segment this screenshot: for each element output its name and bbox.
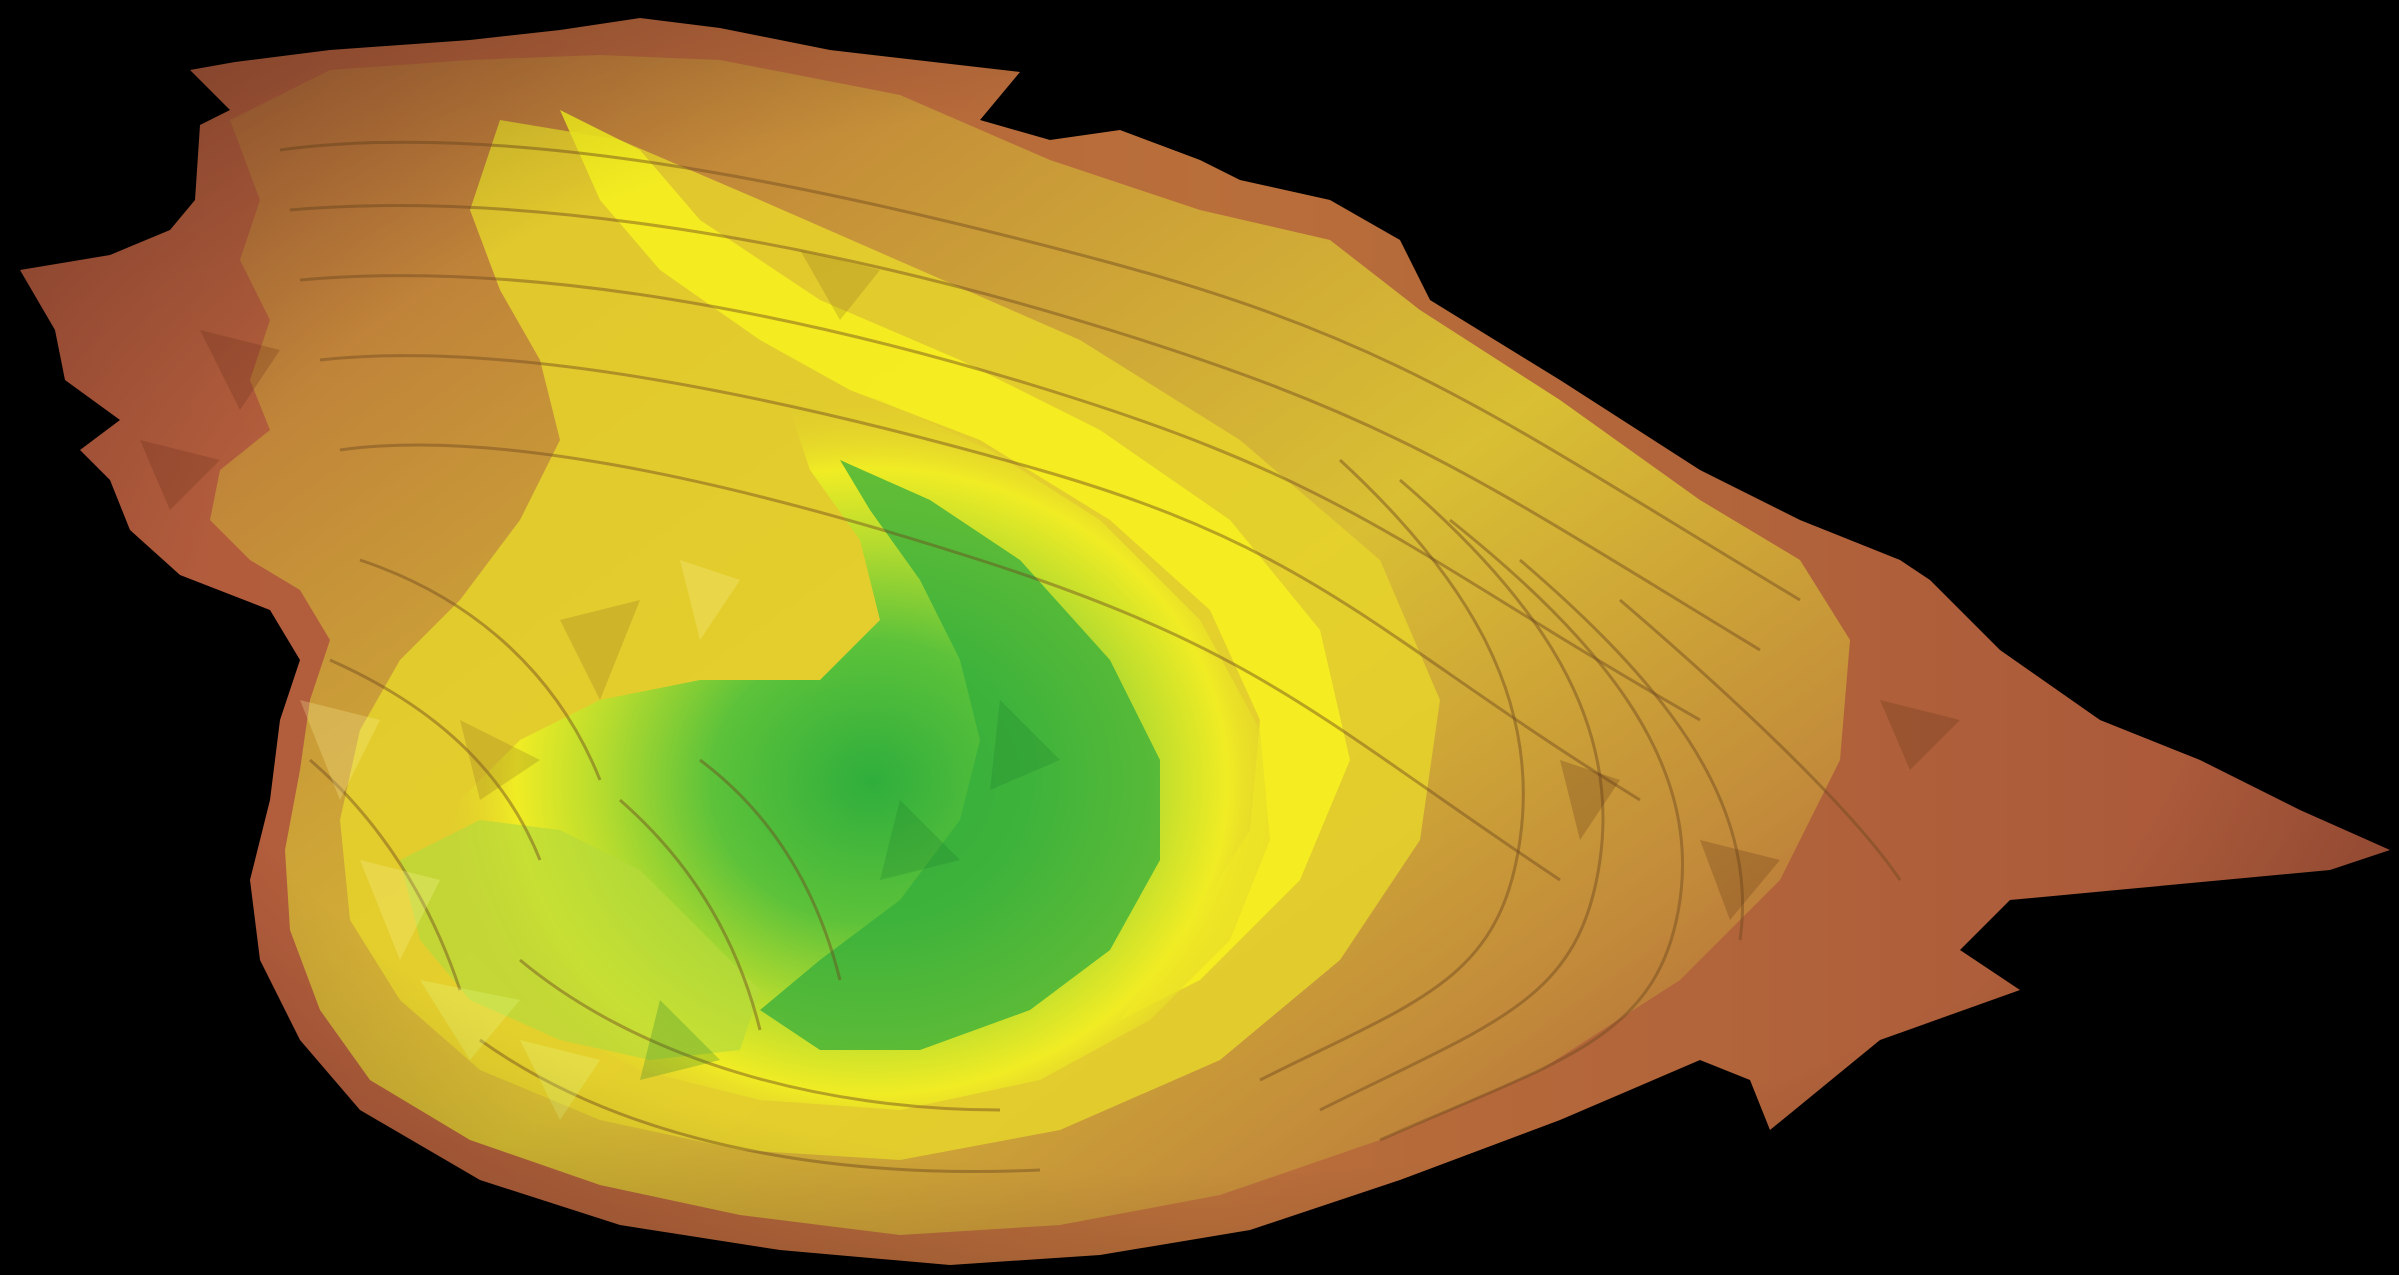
terrain-surface-render — [0, 0, 2399, 1275]
vignette-shade — [0, 0, 2399, 1275]
terrain-viewport[interactable] — [0, 0, 2399, 1275]
